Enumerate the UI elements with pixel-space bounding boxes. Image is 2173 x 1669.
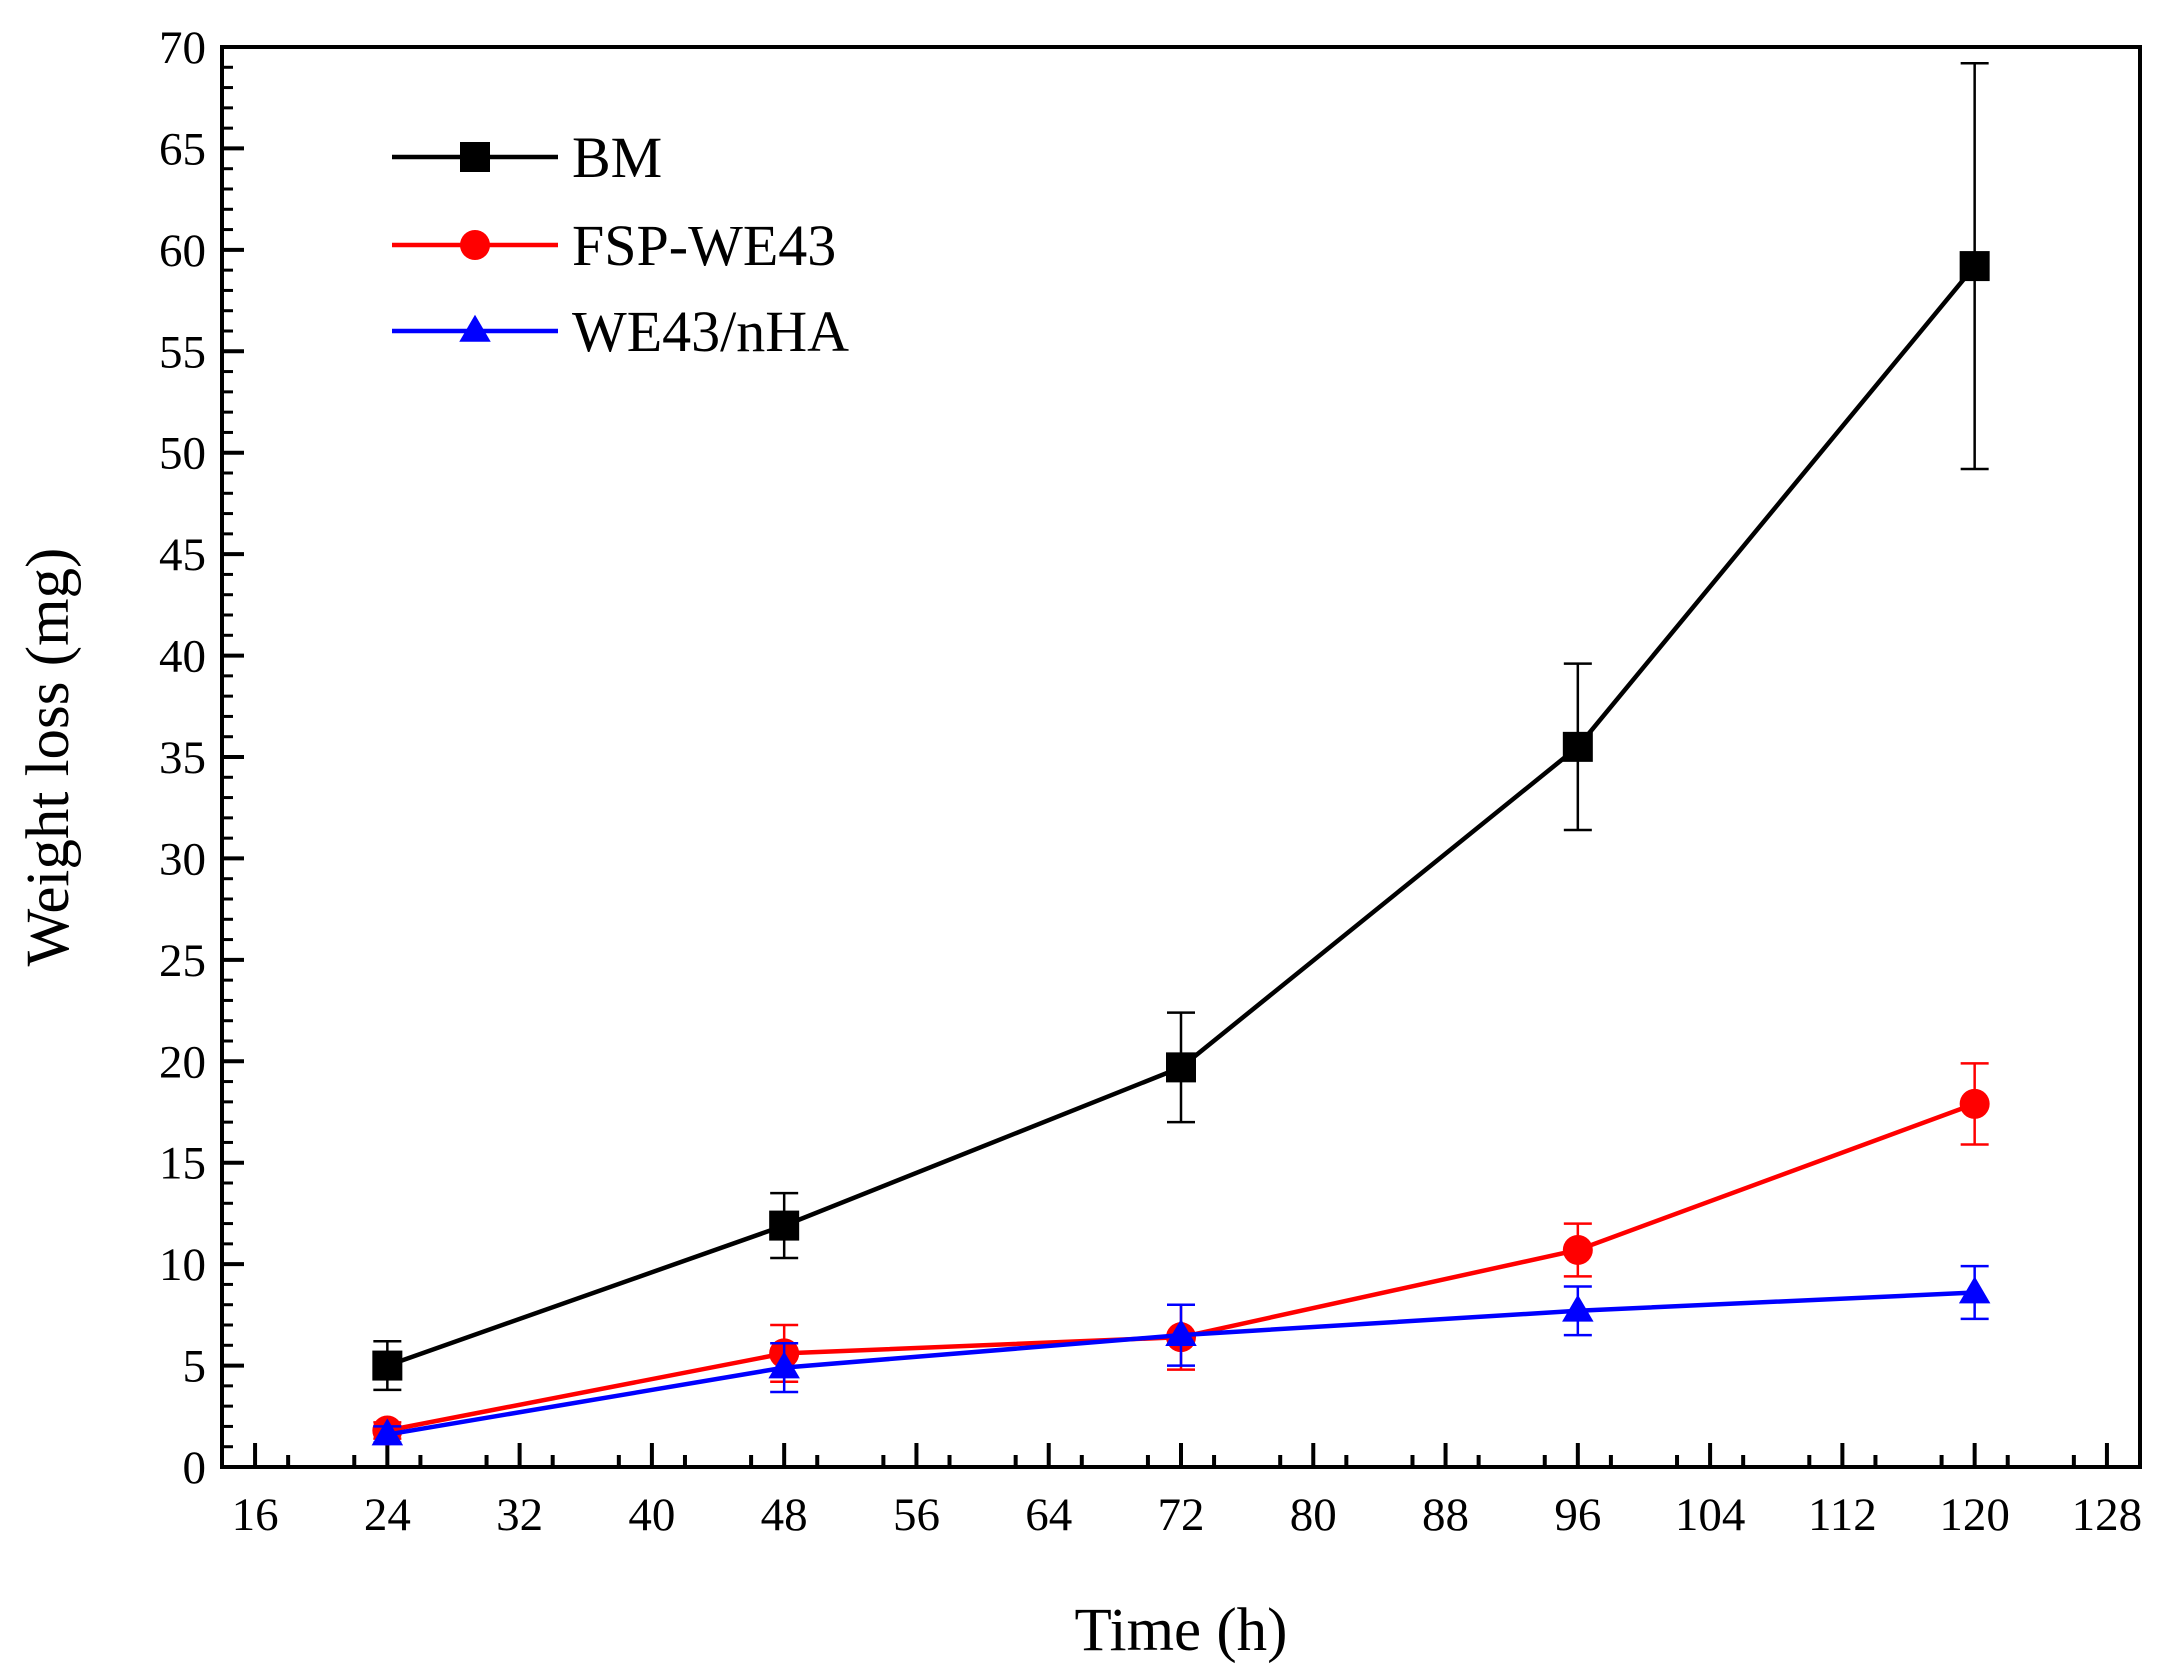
data-point xyxy=(1562,731,1593,762)
plot-area xyxy=(220,45,2142,1469)
x-tick-label: 56 xyxy=(893,1489,940,1541)
y-tick-label: 50 xyxy=(159,428,206,480)
y-tick-label: 15 xyxy=(159,1138,206,1190)
legend-label: FSP-WE43 xyxy=(572,213,836,278)
data-point xyxy=(769,1210,800,1241)
y-tick-label: 45 xyxy=(159,529,206,581)
data-point xyxy=(768,1351,800,1379)
y-axis-title: Weight loss (mg) xyxy=(15,548,82,967)
y-tick-label: 30 xyxy=(159,833,206,885)
y-tick-label: 25 xyxy=(159,935,206,987)
series-line xyxy=(386,1101,1976,1433)
y-tick-label: 40 xyxy=(159,631,206,683)
x-tick-label: 96 xyxy=(1554,1489,1601,1541)
y-tick-label: 35 xyxy=(159,732,206,784)
data-point xyxy=(1166,1052,1196,1083)
x-tick-label: 64 xyxy=(1025,1489,1072,1541)
y-tick-label: 65 xyxy=(159,123,206,175)
y-tick-label: 5 xyxy=(183,1341,207,1393)
data-point xyxy=(1959,251,1990,282)
axis-ticks: 16 24 32 40 48 56 64 72 80 88 96 104 112 120 128 0 5 10 15… xyxy=(159,22,2142,1541)
x-tick-label: 88 xyxy=(1422,1489,1469,1541)
y-tick-label: 10 xyxy=(159,1239,206,1291)
legend-label: BM xyxy=(572,125,662,190)
data-point xyxy=(1562,1294,1594,1322)
data-point xyxy=(372,1350,403,1381)
legend: BM FSP-WE43 WE43/nHA xyxy=(392,125,849,364)
series-line xyxy=(386,264,1977,1368)
legend-marker xyxy=(460,230,490,260)
x-tick-label: 80 xyxy=(1290,1489,1337,1541)
x-tick-label: 40 xyxy=(628,1489,675,1541)
plot-frame xyxy=(220,45,2142,1469)
x-tick-label: 112 xyxy=(1808,1489,1877,1541)
data-series xyxy=(371,61,1991,1446)
y-tick-label: 60 xyxy=(159,225,206,277)
series-we43-nha xyxy=(371,1264,1991,1446)
data-point xyxy=(371,1418,404,1446)
legend-label: WE43/nHA xyxy=(572,299,849,364)
data-point xyxy=(1165,1318,1197,1346)
data-point xyxy=(1959,1088,1990,1119)
x-tick-label: 128 xyxy=(2072,1489,2143,1541)
y-tick-label: 0 xyxy=(183,1442,207,1494)
x-tick-label: 48 xyxy=(761,1489,808,1541)
legend-entry: BM xyxy=(392,125,662,190)
legend-entry: WE43/nHA xyxy=(392,299,849,364)
x-tick-label: 104 xyxy=(1675,1489,1746,1541)
x-tick-label: 120 xyxy=(1939,1489,2010,1541)
data-point xyxy=(1562,1234,1593,1265)
x-axis-title: Time (h) xyxy=(1075,1597,1288,1664)
series-bm xyxy=(372,61,1990,1392)
legend-marker xyxy=(460,142,490,172)
legend-entry: FSP-WE43 xyxy=(392,213,836,278)
y-tick-label: 55 xyxy=(159,326,206,378)
y-tick-label: 20 xyxy=(159,1036,206,1088)
x-tick-label: 32 xyxy=(496,1489,543,1541)
legend-marker xyxy=(459,314,491,342)
y-tick-label: 70 xyxy=(159,22,206,74)
x-tick-label: 24 xyxy=(364,1489,411,1541)
data-point xyxy=(1958,1276,1991,1304)
x-tick-label: 16 xyxy=(232,1489,279,1541)
x-tick-label: 72 xyxy=(1158,1489,1205,1541)
